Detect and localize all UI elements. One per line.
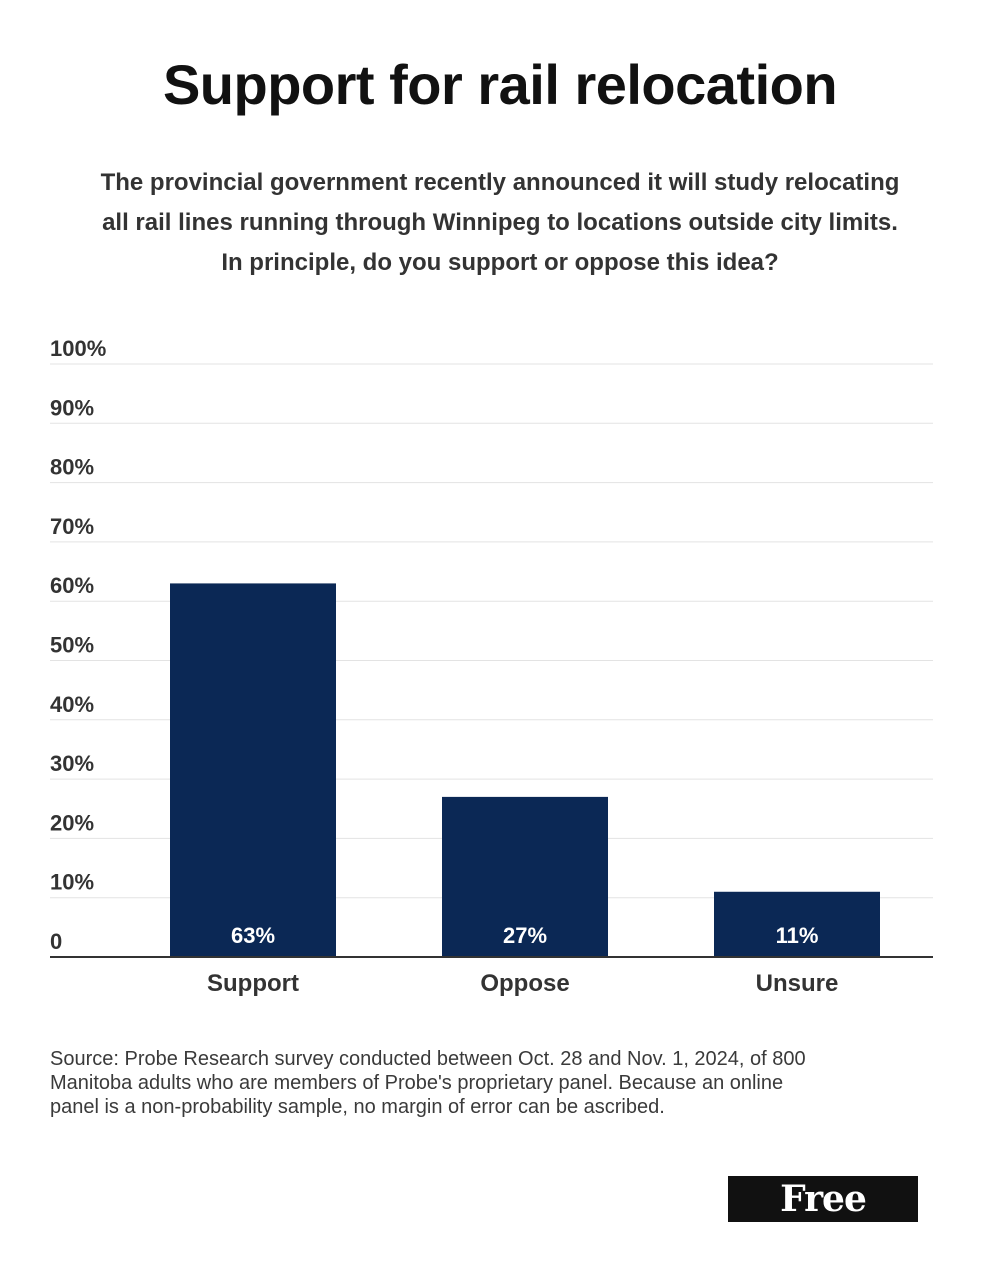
y-tick-label: 50% xyxy=(50,633,94,658)
y-tick-label: 0 xyxy=(50,929,62,954)
x-tick-label: Support xyxy=(207,970,299,997)
source-line: Manitoba adults who are members of Probe… xyxy=(50,1072,784,1094)
y-tick-label: 10% xyxy=(50,870,94,895)
y-tick-label: 100% xyxy=(50,336,106,361)
y-tick-label: 90% xyxy=(50,395,94,420)
source-note: Source: Probe Research survey conducted … xyxy=(50,1047,950,1119)
y-tick-label: 60% xyxy=(50,573,94,598)
chart-title: Support for rail relocation xyxy=(162,53,838,116)
y-tick-label: 70% xyxy=(50,514,94,539)
y-tick-label: 20% xyxy=(50,810,94,835)
y-tick-label: 80% xyxy=(50,455,94,480)
bar-chart: 0 10% 20% 30% 40% 50% 60% 70% 80% 90% 100% 63% Suppo… xyxy=(50,336,933,997)
data-label: 11% xyxy=(776,923,819,948)
x-tick-label: Unsure xyxy=(756,970,839,997)
x-tick-label: Oppose xyxy=(480,970,569,997)
bar xyxy=(442,796,608,957)
y-tick-label: 40% xyxy=(50,692,94,717)
data-label: 27% xyxy=(503,923,547,948)
bar xyxy=(170,583,336,957)
source-line: panel is a non-probability sample, no ma… xyxy=(50,1096,665,1118)
source-line: Source: Probe Research survey conducted … xyxy=(50,1048,806,1070)
y-tick-label: 30% xyxy=(50,751,94,776)
bar xyxy=(714,891,880,957)
free-press-logo: Free Press xyxy=(728,1176,918,1266)
subtitle-line: The provincial government recently annou… xyxy=(100,169,900,196)
data-label: 63% xyxy=(231,923,275,948)
subtitle-line: all rail lines running through Winnipeg … xyxy=(102,209,898,236)
subtitle-line: In principle, do you support or oppose t… xyxy=(221,249,779,276)
chart-subtitle: The provincial government recently annou… xyxy=(60,163,940,283)
